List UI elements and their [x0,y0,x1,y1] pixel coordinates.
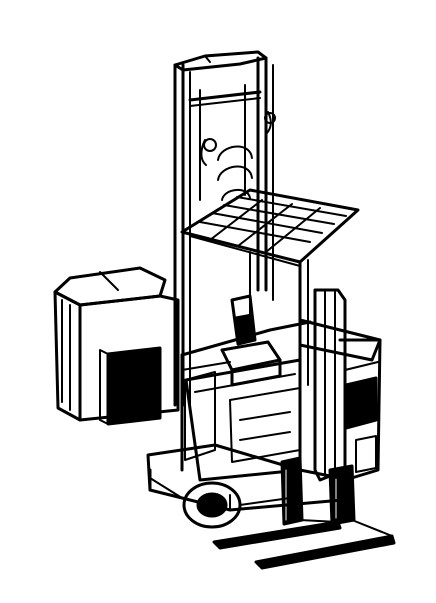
forks [212,519,396,570]
chassis [146,443,352,529]
rear-vent [106,346,162,426]
fork-tine-left [212,520,342,550]
overhead-guard [180,188,360,386]
mast [173,50,276,411]
rear-body [53,266,180,426]
fork-tine-right [254,534,396,570]
fork-shank-right [328,464,356,526]
carriage-dark-block [344,376,378,430]
